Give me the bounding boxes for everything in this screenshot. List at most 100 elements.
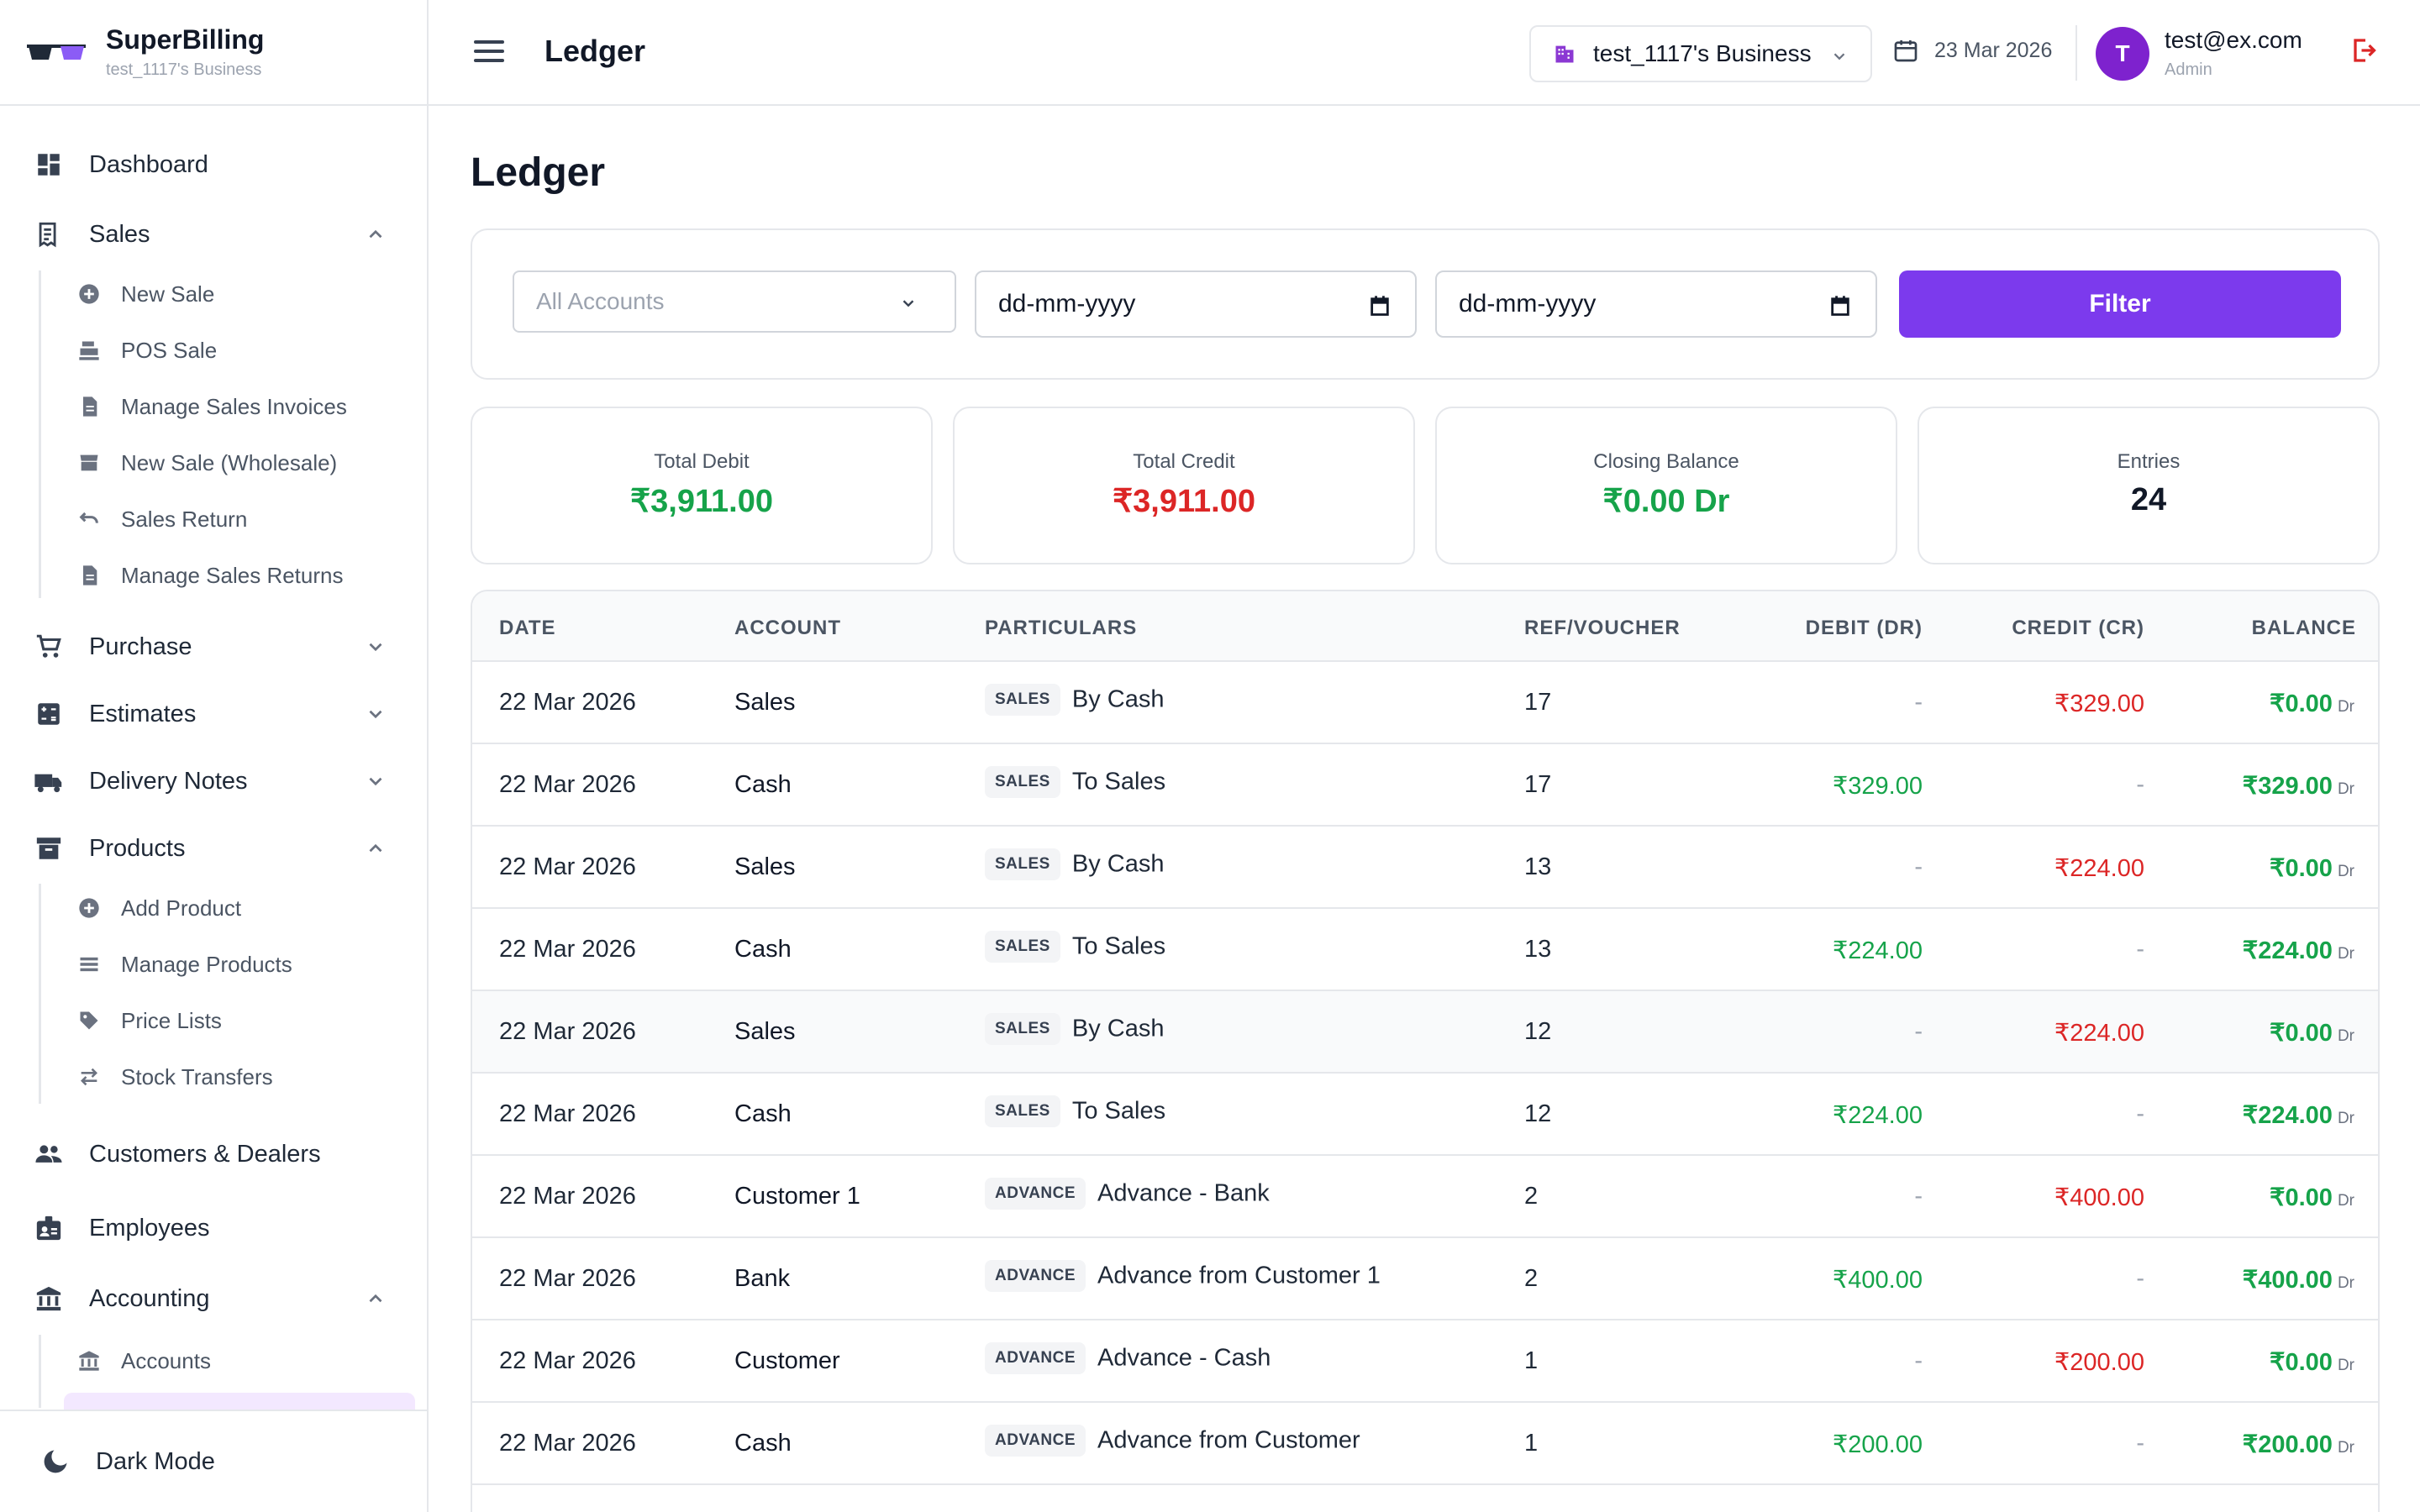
cell-ref: 17	[1524, 771, 1552, 798]
sidebar-item-customers-dealers[interactable]: Customers & Dealers	[0, 1125, 427, 1184]
table-row[interactable]: 22 Mar 2026 Customer ADVANCE Advance - Cash…	[472, 1320, 2378, 1403]
sidebar-item-accounting[interactable]: Accounting	[0, 1269, 427, 1328]
sidebar-item-label: Employees	[89, 1214, 210, 1242]
sidebar-item-accounts[interactable]: Accounts	[39, 1336, 408, 1386]
cell-ref: 2	[1524, 1265, 1539, 1292]
page-title: Ledger	[471, 150, 606, 195]
cell-debit: -	[1914, 853, 1923, 880]
sidebar-item-delivery-notes[interactable]: Delivery Notes	[0, 752, 427, 811]
balance-amount: ₹0.00	[2270, 1349, 2333, 1376]
sidebar-item-ledger-active[interactable]	[64, 1393, 415, 1411]
table-row[interactable]: 22 Mar 2026 Cash SALES To Sales 12 ₹224.00 - ₹2…	[472, 1074, 2378, 1156]
account-select[interactable]: All Accounts	[513, 270, 956, 333]
cell-credit: -	[2136, 1430, 2144, 1457]
column-header-account[interactable]: ACCOUNT	[734, 617, 841, 639]
cell-particulars: SALES To Sales	[985, 766, 1165, 798]
balance-amount: ₹0.00	[2270, 1184, 2333, 1211]
swap-icon	[77, 1065, 101, 1089]
header-divider	[2075, 25, 2077, 81]
table-row[interactable]: 22 Mar 2026 Sales SALES By Cash 12 - ₹224.00 ₹0…	[472, 991, 2378, 1074]
cell-debit: -	[1914, 1018, 1923, 1045]
products-submenu-line	[39, 884, 41, 1104]
sidebar-item-dashboard[interactable]: Dashboard	[0, 135, 427, 194]
cell-credit: -	[2136, 1265, 2144, 1292]
header-date-text: 23 Mar 2026	[1934, 38, 2053, 62]
sidebar-item-label: POS Sale	[121, 337, 218, 363]
sidebar-item-new-sale[interactable]: New Sale	[39, 269, 408, 319]
table-row[interactable]: 22 Mar 2026 Sales SALES By Cash 17 - ₹329.00 ₹0…	[472, 662, 2378, 744]
column-header-ref[interactable]: REF/VOUCHER	[1524, 617, 1681, 639]
sidebar-item-purchase[interactable]: Purchase	[0, 617, 427, 676]
moon-icon	[44, 1450, 67, 1473]
table-row[interactable]: 22 Mar 2026 Sales SALES By Cash 13 - ₹224.00 ₹0…	[472, 827, 2378, 909]
stat-label: Total Credit	[1133, 450, 1235, 473]
calendar-icon[interactable]	[1828, 294, 1852, 318]
filter-button[interactable]: Filter	[1899, 270, 2341, 338]
brand-business: test_1117's Business	[106, 60, 262, 79]
cell-account: Cash	[734, 1100, 792, 1127]
voucher-type-badge: ADVANCE	[985, 1178, 1086, 1210]
voucher-type-badge: SALES	[985, 766, 1060, 798]
sidebar-item-employees[interactable]: Employees	[0, 1199, 427, 1257]
voucher-type-badge: SALES	[985, 1013, 1060, 1045]
sidebar-item-pos-sale[interactable]: POS Sale	[39, 325, 408, 375]
sidebar-item-sales[interactable]: Sales	[0, 205, 427, 264]
business-selector[interactable]: test_1117's Business	[1529, 25, 1872, 82]
from-date-input[interactable]: dd-mm-yyyy	[975, 270, 1417, 338]
table-row[interactable]: 22 Mar 2026 Bank ADVANCE Advance from Custo…	[472, 1238, 2378, 1320]
table-row[interactable]: 22 Mar 2026 Cash SALES To Sales 13 ₹224.00 - ₹2…	[472, 909, 2378, 991]
brand-name: SuperBilling	[106, 24, 265, 55]
cell-ref: 13	[1524, 853, 1552, 880]
sidebar-item-manage-products[interactable]: Manage Products	[39, 939, 408, 990]
brand[interactable]: SuperBilling test_1117's Business	[0, 0, 427, 106]
sidebar-item-price-lists[interactable]: Price Lists	[39, 995, 408, 1046]
table-header-row: DATE ACCOUNT PARTICULARS REF/VOUCHER DEB…	[472, 591, 2378, 662]
top-header: Ledger test_1117's Business 23 Mar 2026 …	[429, 0, 2420, 106]
sidebar-item-label: Estimates	[89, 700, 197, 727]
column-header-particulars[interactable]: PARTICULARS	[985, 617, 1138, 639]
particulars-text: Advance - Cash	[1097, 1344, 1271, 1372]
table-row[interactable]: 22 Mar 2026 Customer 1 ADVANCE Advance - Ba…	[472, 1156, 2378, 1238]
cell-particulars: ADVANCE Advance - Bank	[985, 1178, 1270, 1210]
balance-type: Dr	[2337, 1439, 2354, 1457]
sidebar-item-estimates[interactable]: Estimates	[0, 685, 427, 743]
voucher-type-badge: ADVANCE	[985, 1425, 1086, 1457]
cell-particulars: SALES To Sales	[985, 1095, 1165, 1127]
calendar-icon[interactable]	[1368, 294, 1392, 318]
dark-mode-toggle[interactable]: Dark Mode	[0, 1410, 427, 1512]
to-date-input[interactable]: dd-mm-yyyy	[1435, 270, 1877, 338]
balance-type: Dr	[2337, 1110, 2354, 1127]
avatar[interactable]: T	[2096, 27, 2149, 81]
sidebar-item-products[interactable]: Products	[0, 819, 427, 878]
bank-icon	[77, 1349, 101, 1373]
table-row[interactable]: 22 Mar 2026 Cash SALES To Sales 17 ₹329.00 - ₹3…	[472, 744, 2378, 827]
sidebar-item-manage-sales-invoices[interactable]: Manage Sales Invoices	[39, 381, 408, 432]
sidebar-item-stock-transfers[interactable]: Stock Transfers	[39, 1052, 408, 1102]
sidebar-item-new-sale-wholesale[interactable]: New Sale (Wholesale)	[39, 438, 408, 488]
cell-credit: ₹400.00	[2054, 1184, 2144, 1211]
column-header-credit[interactable]: CREDIT (CR)	[2012, 617, 2144, 639]
table-row[interactable]: 22 Mar 2026 Cash ADVANCE Advance from Custo…	[472, 1403, 2378, 1485]
people-icon	[34, 1139, 64, 1169]
chevron-down-icon	[369, 643, 382, 652]
column-header-debit[interactable]: DEBIT (DR)	[1805, 617, 1923, 639]
sidebar-item-add-product[interactable]: Add Product	[39, 883, 408, 933]
logout-icon[interactable]	[2348, 35, 2378, 66]
stat-total-credit: Total Credit ₹3,911.00	[953, 407, 1415, 564]
cell-account: Cash	[734, 771, 792, 798]
accounting-submenu-line	[39, 1335, 41, 1408]
menu-icon[interactable]	[472, 37, 506, 66]
column-header-balance[interactable]: BALANCE	[2251, 617, 2356, 639]
balance-amount: ₹0.00	[2270, 690, 2333, 717]
sidebar-item-label: Sales Return	[121, 506, 248, 532]
column-header-date[interactable]: DATE	[499, 617, 556, 639]
store-icon	[77, 451, 101, 475]
balance-type: Dr	[2337, 1192, 2354, 1210]
sidebar-item-sales-return[interactable]: Sales Return	[39, 494, 408, 544]
document-icon	[77, 564, 101, 587]
cell-particulars: SALES By Cash	[985, 684, 1164, 716]
cell-balance: ₹0.00 Dr	[2270, 1347, 2354, 1377]
balance-type: Dr	[2337, 1274, 2354, 1292]
sidebar-item-manage-sales-returns[interactable]: Manage Sales Returns	[39, 550, 408, 601]
chevron-up-icon	[369, 843, 382, 853]
